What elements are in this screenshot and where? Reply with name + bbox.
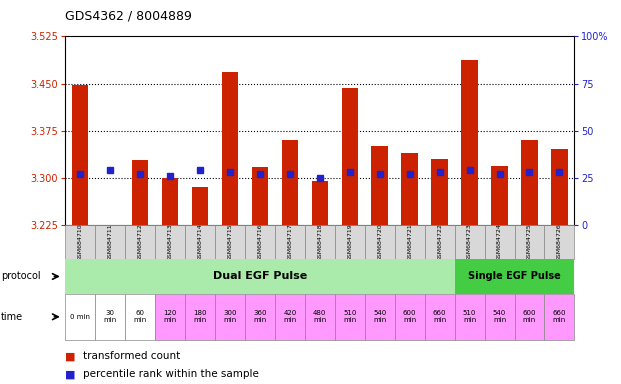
Text: GSM684713: GSM684713	[168, 223, 173, 261]
Bar	[65, 259, 455, 294]
Bar	[432, 159, 448, 225]
Bar	[192, 187, 208, 225]
Text: 300
min: 300 min	[223, 310, 237, 323]
Bar	[484, 225, 515, 259]
Text: 600
min: 600 min	[403, 310, 417, 323]
Text: GSM684719: GSM684719	[347, 223, 352, 261]
Bar	[425, 225, 455, 259]
Bar	[491, 166, 508, 225]
Bar	[365, 225, 395, 259]
Bar	[515, 225, 545, 259]
Bar	[342, 88, 358, 225]
Bar	[484, 294, 515, 340]
Text: GSM684724: GSM684724	[497, 223, 502, 261]
Text: 30
min: 30 min	[104, 310, 117, 323]
Bar	[95, 225, 125, 259]
Text: Single EGF Pulse: Single EGF Pulse	[468, 271, 561, 281]
Bar	[252, 167, 268, 225]
Bar	[215, 294, 245, 340]
Bar	[95, 294, 125, 340]
Bar	[395, 225, 425, 259]
Text: GSM684720: GSM684720	[377, 223, 382, 261]
Text: protocol: protocol	[1, 271, 41, 281]
Bar	[455, 294, 484, 340]
Text: 60
min: 60 min	[134, 310, 147, 323]
Text: 540
min: 540 min	[493, 310, 506, 323]
Text: 540
min: 540 min	[373, 310, 386, 323]
Bar	[371, 146, 388, 225]
Text: Dual EGF Pulse: Dual EGF Pulse	[213, 271, 307, 281]
Bar	[245, 225, 275, 259]
Bar	[245, 294, 275, 340]
Text: GSM684717: GSM684717	[288, 223, 292, 261]
Text: 120
min: 120 min	[163, 310, 177, 323]
Bar	[155, 294, 185, 340]
Text: GSM684715: GSM684715	[227, 223, 232, 261]
Bar	[305, 225, 335, 259]
Bar	[125, 225, 155, 259]
Bar	[335, 225, 365, 259]
Bar	[275, 294, 305, 340]
Bar	[312, 181, 328, 225]
Text: GSM684718: GSM684718	[317, 223, 322, 261]
Text: GSM684726: GSM684726	[557, 223, 562, 261]
Bar	[275, 225, 305, 259]
Bar	[551, 149, 568, 225]
Bar	[395, 294, 425, 340]
Text: GSM684725: GSM684725	[527, 223, 532, 261]
Bar	[545, 225, 574, 259]
Bar	[305, 294, 335, 340]
Bar	[455, 259, 574, 294]
Bar	[162, 178, 178, 225]
Bar	[425, 294, 455, 340]
Bar	[155, 225, 185, 259]
Text: time: time	[1, 312, 24, 322]
Text: GSM684711: GSM684711	[107, 223, 112, 261]
Text: 510
min: 510 min	[463, 310, 476, 323]
Text: ■: ■	[65, 369, 76, 379]
Text: 660
min: 660 min	[433, 310, 446, 323]
Text: GSM684712: GSM684712	[138, 223, 143, 261]
Bar	[125, 294, 155, 340]
Bar	[65, 225, 95, 259]
Bar	[72, 85, 88, 225]
Text: GDS4362 / 8004889: GDS4362 / 8004889	[65, 10, 192, 23]
Text: GSM684723: GSM684723	[467, 223, 472, 261]
Text: 0 min: 0 min	[70, 314, 90, 320]
Bar	[515, 294, 545, 340]
Bar	[455, 225, 484, 259]
Text: transformed count: transformed count	[83, 351, 180, 361]
Bar	[401, 152, 418, 225]
Text: 360
min: 360 min	[253, 310, 266, 323]
Bar	[365, 294, 395, 340]
Text: 600
min: 600 min	[523, 310, 537, 323]
Text: ■: ■	[65, 351, 76, 361]
Bar	[65, 294, 95, 340]
Bar	[185, 225, 215, 259]
Text: 510
min: 510 min	[343, 310, 356, 323]
Bar	[335, 294, 365, 340]
Text: 480
min: 480 min	[313, 310, 327, 323]
Bar	[185, 294, 215, 340]
Text: GSM684716: GSM684716	[258, 223, 263, 261]
Text: 420
min: 420 min	[283, 310, 296, 323]
Text: GSM684721: GSM684721	[407, 223, 412, 261]
Bar	[282, 140, 298, 225]
Bar	[215, 225, 245, 259]
Text: 180
min: 180 min	[193, 310, 207, 323]
Bar	[461, 60, 478, 225]
Text: GSM684710: GSM684710	[78, 223, 83, 261]
Text: 660
min: 660 min	[553, 310, 566, 323]
Bar	[222, 71, 238, 225]
Text: GSM684714: GSM684714	[197, 223, 202, 261]
Bar	[521, 140, 538, 225]
Text: percentile rank within the sample: percentile rank within the sample	[83, 369, 258, 379]
Bar	[545, 294, 574, 340]
Text: GSM684722: GSM684722	[437, 223, 442, 261]
Bar	[132, 160, 148, 225]
